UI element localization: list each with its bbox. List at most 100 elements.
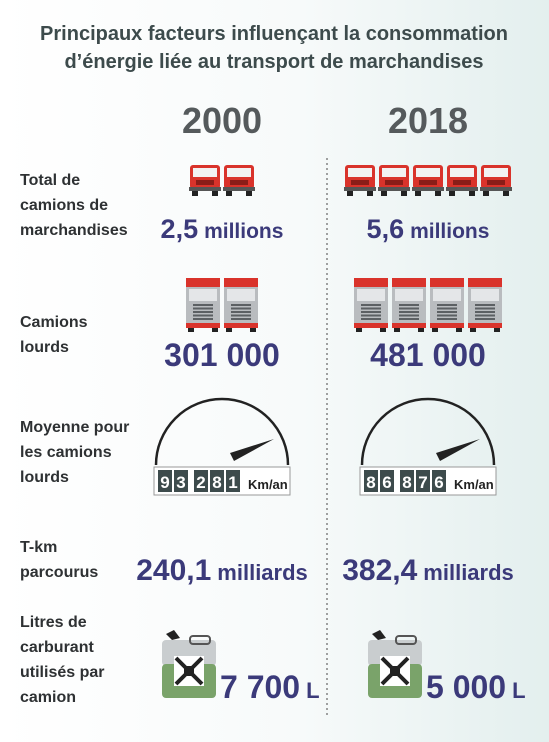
wheel	[192, 191, 198, 196]
roof	[186, 278, 220, 287]
wheel	[347, 191, 353, 196]
value: 301 000	[164, 337, 280, 373]
windshield	[471, 289, 499, 301]
row-label: utilisés par	[20, 664, 104, 681]
digit: 6	[434, 473, 443, 492]
row-label: T-km	[20, 539, 57, 556]
grille-bar	[193, 311, 213, 313]
digit: 6	[382, 473, 391, 492]
windshield	[357, 289, 385, 301]
bumper	[392, 323, 426, 328]
spout	[166, 630, 180, 640]
grille-bar	[437, 318, 457, 320]
value-number: 7 700	[220, 669, 300, 705]
grille-bar	[437, 307, 457, 310]
bumper	[468, 323, 502, 328]
wheel	[494, 328, 500, 332]
wheel	[469, 191, 475, 196]
digit: 8	[366, 473, 375, 492]
value-unit: L	[512, 678, 525, 703]
grille-bar	[193, 304, 213, 306]
value-number: 2,5	[161, 214, 199, 244]
year: 2018	[388, 100, 468, 141]
windshield	[193, 168, 217, 177]
row-label: Total de	[20, 172, 80, 189]
row-label: parcourus	[20, 564, 98, 581]
grille-bar	[193, 314, 213, 317]
grille-bar	[475, 304, 495, 306]
roof	[224, 278, 258, 287]
odometer-unit: Km/an	[454, 477, 494, 492]
grille-bar	[399, 307, 419, 310]
digit-box	[210, 470, 224, 492]
wheel	[188, 328, 194, 332]
value-unit: milliards	[423, 560, 513, 585]
heavy-truck-icon	[224, 278, 258, 332]
digit: 7	[418, 473, 427, 492]
digit-box	[364, 470, 378, 492]
grille-bar	[193, 307, 213, 310]
grille-bar	[361, 304, 381, 306]
heavy-truck-icon	[354, 278, 388, 332]
bumper	[378, 187, 410, 191]
grille-bar	[231, 318, 251, 320]
value-number: 382,4	[342, 554, 417, 587]
digit-box	[432, 470, 446, 492]
value: 382,4 milliards	[342, 554, 514, 587]
value-number: 5,6	[367, 214, 405, 244]
title: Principaux facteurs influençant la conso…	[40, 23, 508, 45]
grille-bar	[475, 314, 495, 317]
roof	[468, 278, 502, 287]
bumper	[344, 187, 376, 191]
windshield	[416, 168, 440, 177]
wheel	[401, 191, 407, 196]
value: 5 000 L	[426, 669, 526, 705]
truck-icon	[344, 165, 376, 196]
digit-box	[158, 470, 172, 492]
title: d’énergie liée au transport de marchandi…	[64, 51, 483, 73]
wheel	[394, 328, 400, 332]
center	[390, 666, 400, 676]
truck-icon	[446, 165, 478, 196]
grille-bar	[361, 318, 381, 320]
truck-icon	[189, 165, 221, 196]
center	[184, 666, 194, 676]
grille-bar	[437, 304, 457, 306]
digit: 3	[176, 473, 185, 492]
bumper	[223, 187, 255, 191]
bumper	[189, 187, 221, 191]
row-label: marchandises	[20, 222, 128, 239]
wheel	[449, 191, 455, 196]
grille-bar	[231, 311, 251, 313]
jerrycan-icon	[368, 630, 422, 698]
value-number: 5 000	[426, 669, 506, 705]
digit-box	[226, 470, 240, 492]
heavy-truck-icon	[430, 278, 464, 332]
bumper	[186, 323, 220, 328]
grille-bar	[475, 318, 495, 320]
row-label: Moyenne pour	[20, 419, 129, 436]
value: 7 700 L	[220, 669, 320, 705]
grille	[196, 180, 214, 185]
truck-icon	[223, 165, 255, 196]
row-label: lourds	[20, 469, 69, 486]
gauge-needle	[230, 439, 274, 461]
grille-bar	[231, 307, 251, 310]
digit: 1	[228, 473, 237, 492]
grille-bar	[399, 314, 419, 317]
grille-bar	[231, 304, 251, 306]
gauge-needle	[436, 439, 480, 461]
grille-bar	[475, 311, 495, 313]
grille	[453, 180, 471, 185]
grille-bar	[399, 311, 419, 313]
wheel	[212, 191, 218, 196]
heavy-truck-icon	[392, 278, 426, 332]
windshield	[395, 289, 423, 301]
value: 2,5 millions	[161, 214, 284, 244]
wheel	[432, 328, 438, 332]
grille-bar	[193, 318, 213, 320]
grille	[419, 180, 437, 185]
wheel	[418, 328, 424, 332]
wheel	[356, 328, 362, 332]
